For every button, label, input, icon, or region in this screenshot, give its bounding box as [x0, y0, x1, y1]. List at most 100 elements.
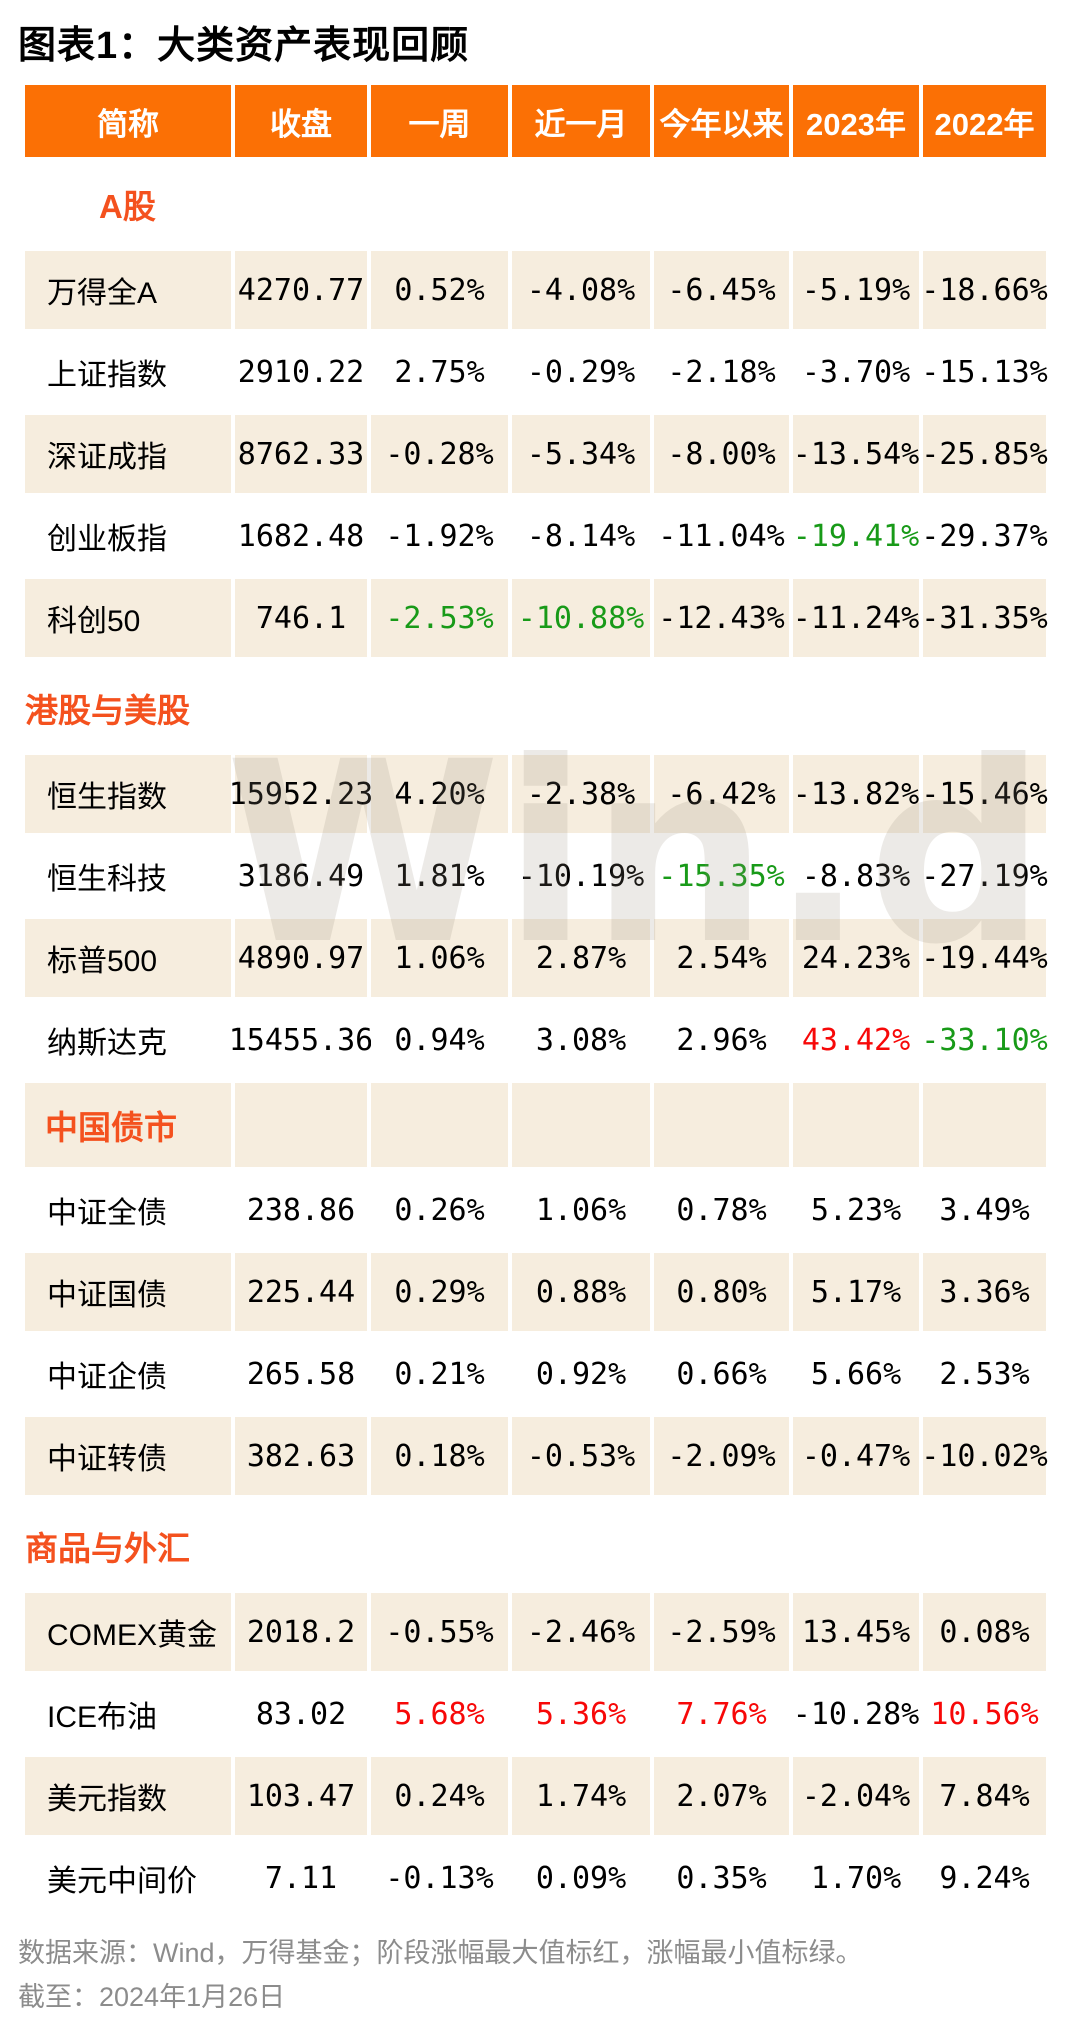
column-header: 2023年 [793, 85, 919, 157]
row-value: 382.63 [235, 1417, 367, 1495]
row-value: 238.86 [235, 1171, 367, 1249]
row-value: -19.41% [793, 497, 919, 575]
row-name: 恒生科技 [25, 837, 231, 915]
table-header-row: 简称 收盘 一周 近一月 今年以来 2023年 2022年 [25, 85, 1047, 157]
row-value: 7.84% [923, 1757, 1046, 1835]
row-value: 5.17% [793, 1253, 919, 1331]
row-name: 中证企债 [25, 1335, 231, 1413]
row-value: 5.66% [793, 1335, 919, 1413]
row-value: 24.23% [793, 919, 919, 997]
row-value: 0.09% [512, 1839, 650, 1917]
row-name: 深证成指 [25, 415, 231, 493]
row-value: 0.52% [371, 251, 508, 329]
row-value: -2.09% [654, 1417, 789, 1495]
row-name: 中证转债 [25, 1417, 231, 1495]
row-value: 0.18% [371, 1417, 508, 1495]
footnote-date-line: 截至：2024年1月26日 [18, 1982, 286, 2012]
row-value: 0.08% [923, 1593, 1046, 1671]
row-name: 创业板指 [25, 497, 231, 575]
row-value: 8762.33 [235, 415, 367, 493]
table-row: 万得全A 4270.77 0.52% -4.08% -6.45% -5.19% -18.66… [25, 251, 1048, 329]
row-value: 10.56% [923, 1675, 1046, 1753]
row-name: 中证全债 [25, 1171, 231, 1249]
table-row: 上证指数 2910.22 2.75% -0.29% -2.18% -3.70% -15.13… [25, 333, 1048, 411]
row-value: 2.54% [654, 919, 789, 997]
row-name: 上证指数 [25, 333, 231, 411]
table-row: ICE布油 83.02 5.68% 5.36% 7.76% -10.28% 10.56% [25, 1675, 1047, 1753]
row-value: 0.88% [512, 1253, 650, 1331]
section-label: A股 [99, 188, 156, 225]
row-value: 0.92% [512, 1335, 650, 1413]
row-value: 5.23% [793, 1171, 919, 1249]
row-value: 0.21% [371, 1335, 508, 1413]
row-value: 1.81% [371, 837, 508, 915]
row-value: -19.44% [921, 919, 1048, 997]
row-value: -10.19% [512, 837, 650, 915]
row-value: 1.06% [512, 1171, 650, 1249]
table-row: 中证全债 238.86 0.26% 1.06% 0.78% 5.23% 3.49% [25, 1171, 1047, 1249]
row-value: -4.08% [512, 251, 650, 329]
row-value: -2.18% [654, 333, 789, 411]
row-name: 科创50 [25, 579, 231, 657]
table-row: 创业板指 1682.48 -1.92% -8.14% -11.04% -19.41% -29… [25, 497, 1048, 575]
section-label: 中国债市 [25, 1083, 231, 1167]
row-value: -15.35% [654, 837, 789, 915]
row-value: 0.29% [371, 1253, 508, 1331]
row-value: 2.75% [371, 333, 508, 411]
row-value: -0.29% [512, 333, 650, 411]
row-name: 万得全A [25, 251, 231, 329]
row-value: 0.26% [371, 1171, 508, 1249]
row-value: 2018.2 [235, 1593, 367, 1671]
section-label: 商品与外汇 [25, 1530, 190, 1567]
row-value: 2910.22 [235, 333, 367, 411]
row-value: -2.38% [512, 755, 650, 833]
row-value: -12.43% [654, 579, 789, 657]
row-value: -0.28% [371, 415, 508, 493]
row-value: 2.07% [654, 1757, 789, 1835]
row-value: 0.78% [654, 1171, 789, 1249]
row-value: 15455.36 [229, 1001, 373, 1079]
table-row: 标普500 4890.97 1.06% 2.87% 2.54% 24.23% -19.44% [25, 919, 1048, 997]
row-name: 标普500 [25, 919, 231, 997]
row-name: 恒生指数 [25, 755, 231, 833]
row-name: ICE布油 [25, 1675, 231, 1753]
row-value: 13.45% [793, 1593, 919, 1671]
table-row: 美元中间价 7.11 -0.13% 0.09% 0.35% 1.70% 9.24% [25, 1839, 1047, 1917]
page-title: 图表1：大类资产表现回顾 [18, 25, 470, 67]
row-value: -8.83% [793, 837, 919, 915]
table-row: 纳斯达克 15455.36 0.94% 3.08% 2.96% 43.42% -33.10% [25, 1001, 1048, 1079]
row-name: 纳斯达克 [25, 1001, 231, 1079]
table-row: 深证成指 8762.33 -0.28% -5.34% -8.00% -13.54% -25.… [25, 415, 1048, 493]
row-value: -33.10% [921, 1001, 1048, 1079]
row-value: 0.66% [654, 1335, 789, 1413]
row-value: -15.46% [921, 755, 1048, 833]
row-value: -2.04% [793, 1757, 919, 1835]
row-value: 7.76% [654, 1675, 789, 1753]
row-value: -8.14% [512, 497, 650, 575]
row-value: 43.42% [793, 1001, 919, 1079]
row-value: -0.55% [371, 1593, 508, 1671]
row-value: -29.37% [921, 497, 1048, 575]
row-name: 中证国债 [25, 1253, 231, 1331]
row-value: 2.87% [512, 919, 650, 997]
row-value: -2.59% [654, 1593, 789, 1671]
row-value: -11.04% [654, 497, 789, 575]
empty-cell [923, 1083, 1046, 1167]
table-row: 中证转债 382.63 0.18% -0.53% -2.09% -0.47% -10.02% [25, 1417, 1048, 1495]
row-value: -0.53% [512, 1417, 650, 1495]
row-value: 0.94% [371, 1001, 508, 1079]
table-row: COMEX黄金 2018.2 -0.55% -2.46% -2.59% 13.45% 0.0… [25, 1593, 1047, 1671]
row-value: 83.02 [235, 1675, 367, 1753]
empty-cell [654, 1083, 789, 1167]
empty-cell [512, 1083, 650, 1167]
row-value: 9.24% [923, 1839, 1046, 1917]
row-value: -10.28% [793, 1675, 919, 1753]
row-value: -10.88% [512, 579, 650, 657]
row-value: -2.46% [512, 1593, 650, 1671]
section-label: 港股与美股 [25, 692, 190, 729]
column-header: 今年以来 [654, 85, 789, 157]
row-value: -5.34% [512, 415, 650, 493]
row-value: -2.53% [371, 579, 508, 657]
table-row: 恒生科技 3186.49 1.81% -10.19% -15.35% -8.83% -27.… [25, 837, 1048, 915]
section-band-row: 中国债市 [25, 1083, 1047, 1167]
